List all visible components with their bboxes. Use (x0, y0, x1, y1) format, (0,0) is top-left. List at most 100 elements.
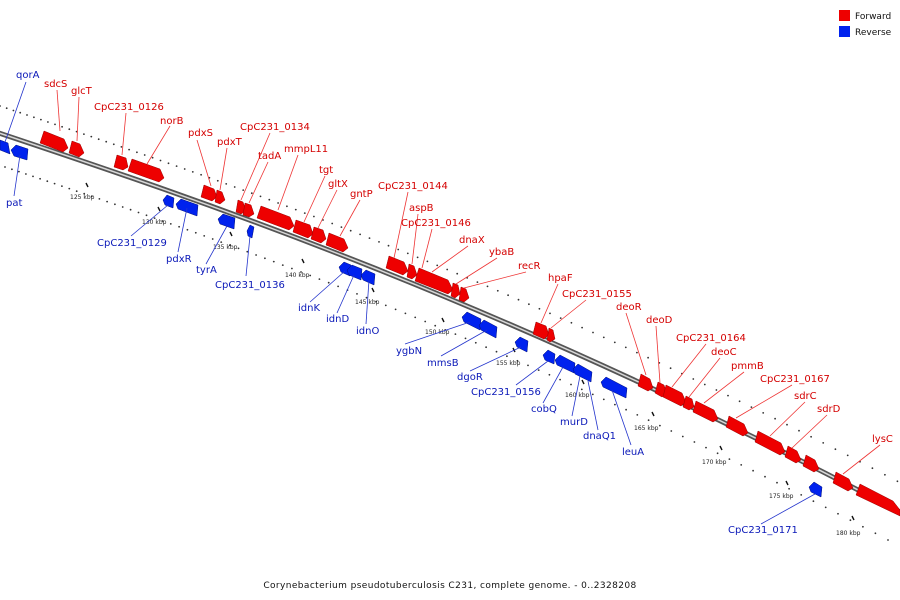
gene-label-idnK[interactable]: idnK (298, 303, 320, 314)
gene-block-aspB[interactable] (406, 263, 418, 280)
gene-block-gltX[interactable] (310, 226, 327, 244)
gene-label-dnaQ1[interactable]: dnaQ1 (583, 431, 616, 442)
gene-label-hpaF[interactable]: hpaF (548, 273, 573, 284)
gene-block-idnD[interactable] (346, 264, 363, 281)
gene-label-gntP[interactable]: gntP (350, 189, 373, 200)
gene-block-murD[interactable] (572, 363, 593, 383)
gene-block-glcT[interactable] (68, 140, 85, 158)
gene-label-deoR[interactable]: deoR (616, 302, 642, 313)
gene-label-mmpL11[interactable]: mmpL11 (284, 144, 328, 155)
gene-label-CpC231_0144[interactable]: CpC231_0144 (378, 181, 448, 192)
genome-backbone (0, 130, 900, 515)
gene-block-CpC231_0167[interactable] (725, 415, 749, 437)
gene-block-tgt[interactable] (292, 219, 314, 239)
gene-label-ygbN[interactable]: ygbN (396, 346, 422, 357)
gene-label-CpC231_0126[interactable]: CpC231_0126 (94, 102, 164, 113)
gene-block-CpC231_0146[interactable] (414, 267, 454, 295)
gene-block-deoC[interactable] (682, 395, 695, 411)
gene-block-mmsB[interactable] (478, 319, 498, 339)
gene-label-recR[interactable]: recR (518, 261, 541, 272)
track-dot (548, 373, 551, 376)
gene-label-norB[interactable]: norB (160, 116, 184, 127)
gene-label-qorA[interactable]: qorA (16, 70, 40, 81)
gene-block-lysC-b[interactable] (832, 471, 854, 492)
gene-block-sdcS[interactable] (39, 130, 69, 153)
gene-block-gntP[interactable] (325, 232, 349, 253)
gene-block-sdrC[interactable] (754, 430, 786, 456)
gene-label-tadA[interactable]: tadA (258, 151, 281, 162)
gene-block-pdxS[interactable] (200, 184, 218, 202)
gene-label-pdxT[interactable]: pdxT (217, 137, 243, 148)
gene-label-tgt[interactable]: tgt (319, 165, 333, 176)
track-dot (559, 317, 562, 319)
gene-label-CpC231_0171[interactable]: CpC231_0171 (728, 525, 798, 536)
gene-block-ygbN[interactable] (461, 311, 482, 331)
track-dot (90, 195, 93, 198)
gene-block-CpC231_0144[interactable] (385, 255, 409, 276)
gene-label-deoC[interactable]: deoC (711, 347, 737, 358)
gene-label-pdxS[interactable]: pdxS (188, 128, 213, 139)
gene-label-CpC231_0129[interactable]: CpC231_0129 (97, 238, 167, 249)
gene-label-gltX[interactable]: gltX (328, 179, 348, 190)
gene-block-pdxR[interactable] (175, 198, 199, 217)
gene-block-pmmB[interactable] (692, 400, 719, 423)
gene-label-tyrA[interactable]: tyrA (196, 265, 217, 276)
gene-label-lysC[interactable]: lysC (872, 434, 893, 445)
gene-label-aspB[interactable]: aspB (409, 203, 434, 214)
gene-block-norB[interactable] (127, 158, 165, 183)
forward-gene-blocks (39, 130, 900, 517)
gene-block-CpC231_0171[interactable] (808, 481, 823, 498)
gene-label-pdxR[interactable]: pdxR (166, 254, 192, 265)
major-ticks (85, 182, 855, 521)
gene-block-idnO[interactable] (360, 269, 376, 286)
gene-block-sdrD[interactable] (784, 445, 802, 464)
gene-label-CpC231_0155[interactable]: CpC231_0155 (562, 289, 632, 300)
gene-label-CpC231_0134[interactable]: CpC231_0134 (240, 122, 310, 133)
gene-label-leuA[interactable]: leuA (622, 447, 644, 458)
gene-label-sdrD[interactable]: sdrD (817, 404, 841, 415)
gene-label-CpC231_0146[interactable]: CpC231_0146 (401, 218, 471, 229)
gene-block-deoR[interactable] (637, 373, 654, 392)
gene-label-glcT[interactable]: glcT (71, 86, 93, 97)
track-dot (228, 244, 231, 247)
gene-label-CpC231_0167[interactable]: CpC231_0167 (760, 374, 830, 385)
gene-label-dnaX[interactable]: dnaX (459, 235, 485, 246)
gene-label-mmsB[interactable]: mmsB (427, 358, 459, 369)
track-dot (211, 238, 214, 240)
gene-block-CpC231_0164[interactable] (662, 384, 687, 407)
track-dot (516, 359, 519, 362)
gene-block-CpC231_0155[interactable] (546, 327, 556, 343)
gene-block-tadA[interactable] (242, 202, 255, 218)
gene-label-ybaB[interactable]: ybaB (489, 247, 514, 258)
gene-label-cobQ[interactable]: cobQ (531, 404, 557, 415)
gene-block-leuA[interactable] (600, 376, 628, 399)
gene-label-dgoR[interactable]: dgoR (457, 372, 483, 383)
gene-block-dgoR[interactable] (514, 336, 529, 353)
gene-label-CpC231_0164[interactable]: CpC231_0164 (676, 333, 746, 344)
gene-label-idnO[interactable]: idnO (356, 326, 379, 337)
gene-label-pmmB[interactable]: pmmB (731, 361, 764, 372)
gene-label-pat[interactable]: pat (6, 198, 22, 209)
gene-label-sdcS[interactable]: sdcS (44, 79, 67, 90)
gene-block-cobQ[interactable] (554, 354, 576, 374)
gene-block-CpC231_0156[interactable] (542, 349, 556, 365)
gene-label-deoD[interactable]: deoD (646, 315, 673, 326)
gene-block-lysC-a[interactable] (802, 454, 820, 473)
track-dot (507, 294, 509, 297)
gene-block-CpC231_0136[interactable] (246, 224, 255, 239)
gene-block-CpC231_0129[interactable] (162, 194, 175, 209)
gene-block-qorA[interactable] (0, 139, 11, 155)
gene-block-dnaX[interactable] (450, 282, 461, 299)
gene-label-idnD[interactable]: idnD (326, 314, 349, 325)
gene-block-CpC231_0126[interactable] (113, 154, 129, 171)
gene-label-murD[interactable]: murD (560, 417, 588, 428)
gene-label-CpC231_0156[interactable]: CpC231_0156 (471, 387, 541, 398)
gene-block-hpaF[interactable] (532, 321, 550, 340)
gene-block-pat[interactable] (10, 144, 29, 161)
gene-block-ybaB[interactable] (458, 286, 470, 303)
gene-block-lysC[interactable] (855, 483, 900, 517)
gene-label-CpC231_0136[interactable]: CpC231_0136 (215, 280, 285, 291)
gene-block-pdxT[interactable] (214, 189, 226, 205)
gene-block-mmpL11[interactable] (256, 205, 295, 231)
gene-label-sdrC[interactable]: sdrC (794, 391, 817, 402)
